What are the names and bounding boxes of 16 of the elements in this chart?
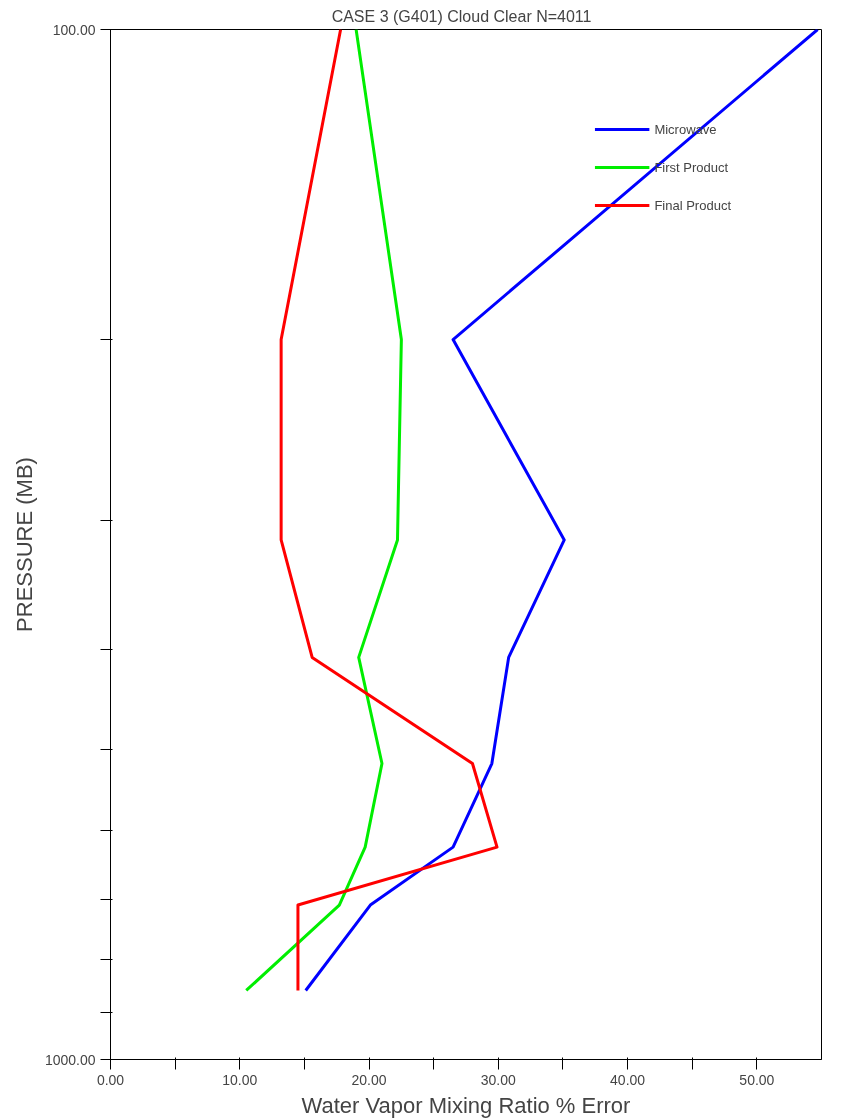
- x-tick-label: 10.00: [222, 1071, 258, 1088]
- x-tick-label: 50.00: [739, 1071, 775, 1088]
- x-tick-label: 20.00: [351, 1071, 387, 1088]
- y-tick-label: 100.00: [52, 21, 96, 38]
- x-tick-label: 40.00: [610, 1071, 646, 1088]
- line-series: [279, 29, 499, 992]
- line-series: [304, 29, 820, 992]
- chart-title: CASE 3 (G401) Cloud Clear N=4011: [331, 7, 592, 25]
- line-series: [244, 29, 403, 992]
- y-tick-label: 1000.00: [44, 1051, 96, 1068]
- x-tick-label: 0.00: [96, 1071, 125, 1088]
- legend-label: First Product: [654, 159, 729, 175]
- y-axis-title: PRESSURE (MB): [11, 457, 37, 632]
- x-axis-title: Water Vapor Mixing Ratio % Error: [301, 1092, 631, 1118]
- x-tick-label: 30.00: [480, 1071, 517, 1088]
- legend-label: Final Product: [654, 197, 731, 213]
